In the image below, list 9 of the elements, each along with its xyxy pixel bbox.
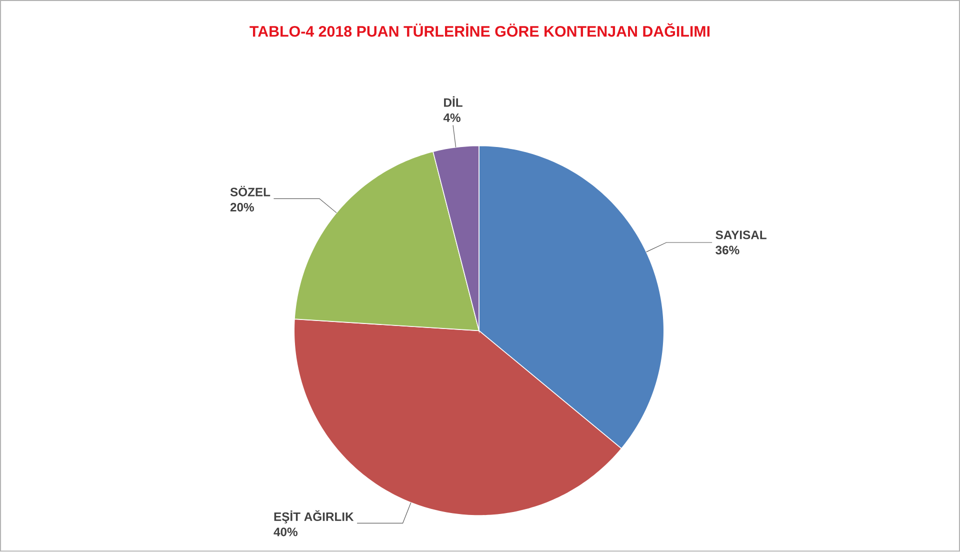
data-label: 36% xyxy=(716,246,740,255)
data-label: 40% xyxy=(274,528,298,536)
chart-title: TABLO-4 2018 PUAN TÜRLERİNE GÖRE KONTENJAN DAĞILIMI xyxy=(250,23,710,37)
slice-label: SAYISAL xyxy=(716,230,766,240)
slice-label: EŞİT AĞIRLIK xyxy=(274,510,354,524)
data-label: 4% xyxy=(443,114,460,122)
slice-label: DİL xyxy=(444,96,462,107)
slice-label: SÖZEL xyxy=(230,186,270,196)
data-label: 20% xyxy=(230,203,254,212)
